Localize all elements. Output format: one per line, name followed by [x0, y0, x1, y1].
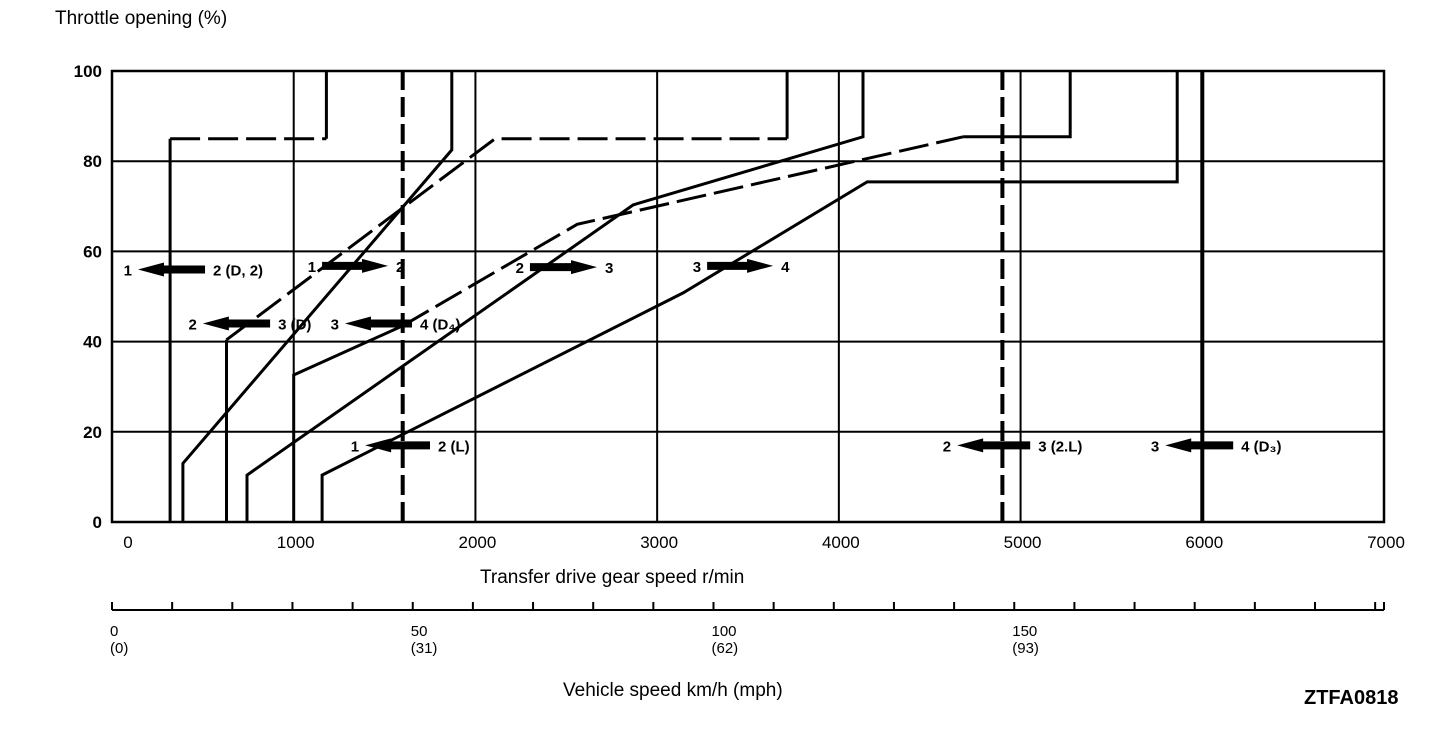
shift-arrow-annotation: 2 3 (D) [189, 316, 311, 334]
x-tick-label: 3000 [640, 533, 678, 552]
annotation-from-gear: 3 [1151, 438, 1159, 455]
vehicle-speed-axis: 0(0) 50(31) 100(62) 150(93) [110, 602, 1385, 657]
y-tick-label: 20 [83, 423, 102, 442]
x-tick-label: 2000 [459, 533, 497, 552]
arrow-right-icon [529, 260, 597, 275]
annotation-to-gear: 4 [781, 259, 790, 276]
x-tick-label: 4000 [822, 533, 860, 552]
annotation-from-gear: 2 [516, 260, 524, 277]
annotation-from-gear: 1 [308, 259, 316, 276]
annotation-to-gear: 3 (2.L) [1038, 438, 1082, 455]
annotation-from-gear: 1 [124, 262, 132, 279]
annotation-to-gear: 4 (D₄) [420, 317, 460, 334]
vehicle-speed-label-mph: (0) [110, 640, 128, 657]
annotation-from-gear: 3 [693, 259, 701, 276]
arrow-left-icon [202, 316, 271, 331]
x-axis-title: Transfer drive gear speed r/min [480, 567, 744, 588]
annotation-to-gear: 3 [605, 260, 613, 277]
x-tick-labels: 0 1000 2000 3000 4000 5000 6000 7000 [123, 533, 1405, 552]
shift-arrow-annotation: 2 3 (2.L) [943, 438, 1082, 455]
vehicle-speed-label-mph: (93) [1012, 640, 1039, 657]
figure-code: ZTFA0818 [1304, 687, 1398, 709]
annotation-to-gear: 2 [396, 259, 404, 276]
series-lines [168, 71, 1205, 522]
series-line [181, 71, 454, 522]
annotation-to-gear: 4 (D₃) [1241, 438, 1281, 455]
shift-arrow-annotation: 1 2 (D, 2) [124, 262, 263, 279]
annotation-from-gear: 1 [351, 438, 359, 455]
vehicle-speed-label-kmh: 50 [411, 623, 428, 640]
y-tick-label: 100 [74, 62, 102, 81]
series-line [963, 71, 1072, 139]
series-line [225, 137, 788, 342]
series-line [292, 324, 404, 522]
series-line [245, 71, 865, 522]
arrow-left-icon [957, 438, 1031, 453]
y-axis-title: Throttle opening (%) [55, 8, 227, 29]
y-tick-label: 80 [83, 152, 102, 171]
y-tick-labels: 0 20 40 60 80 100 [74, 62, 102, 532]
grid [110, 69, 1386, 524]
y-tick-label: 60 [83, 242, 102, 261]
annotation-to-gear: 3 (D) [278, 317, 311, 334]
annotation-from-gear: 2 [943, 438, 951, 455]
arrow-left-icon [1165, 438, 1234, 453]
x-tick-label: 0 [123, 533, 132, 552]
arrow-left-icon [365, 438, 430, 453]
vehicle-speed-label-kmh: 0 [110, 623, 118, 640]
x-tick-label: 5000 [1004, 533, 1042, 552]
x-tick-label: 7000 [1367, 533, 1405, 552]
annotation-to-gear: 2 (L) [438, 438, 470, 455]
shift-arrow-annotation: 3 4 (D₃) [1151, 438, 1281, 455]
vehicle-speed-label-mph: (31) [411, 640, 438, 657]
x-tick-label: 1000 [277, 533, 315, 552]
series-line [320, 71, 1179, 522]
y-tick-label: 0 [93, 513, 102, 532]
arrow-right-icon [707, 258, 774, 273]
series-line [401, 135, 964, 328]
shift-arrow-annotation: 3 4 (D₄) [331, 316, 460, 334]
y-tick-label: 40 [83, 333, 102, 352]
vehicle-speed-label-kmh: 150 [1012, 623, 1037, 640]
annotation-from-gear: 2 [189, 317, 197, 334]
annotation-from-gear: 3 [331, 317, 339, 334]
annotation-to-gear: 2 (D, 2) [213, 262, 263, 279]
x-tick-label: 6000 [1185, 533, 1223, 552]
vehicle-speed-label-kmh: 100 [712, 623, 737, 640]
vehicle-speed-label-mph: (62) [712, 640, 739, 657]
arrow-left-icon [344, 316, 413, 331]
arrow-right-icon [322, 258, 389, 273]
vehicle-speed-axis-title: Vehicle speed km/h (mph) [563, 680, 783, 701]
arrow-left-icon [137, 262, 206, 277]
shift-arrow-annotation: 1 2 (L) [351, 438, 470, 455]
